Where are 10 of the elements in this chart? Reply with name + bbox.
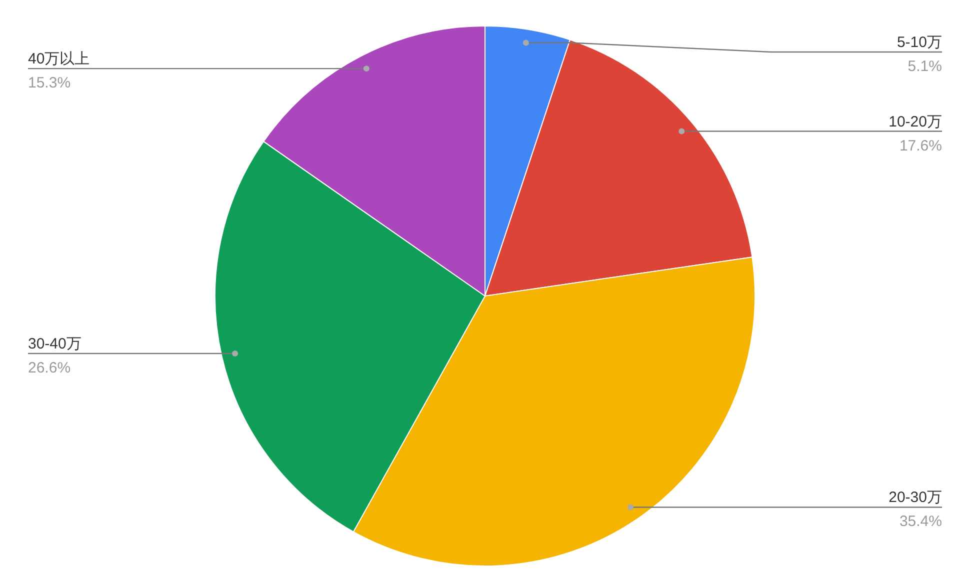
data-label: 35.4%: [899, 513, 942, 530]
slice-label: 10-20万: [888, 113, 942, 130]
data-label: 15.3%: [28, 74, 71, 92]
data-label: 26.6%: [28, 360, 71, 377]
data-label: 5.1%: [908, 58, 942, 75]
slice-label: 5-10万: [896, 34, 942, 51]
slice-label: 20-30万: [888, 489, 942, 506]
slice-label: 40万以上: [28, 50, 90, 68]
data-label: 17.6%: [899, 137, 942, 154]
slice-label: 30-40万: [28, 336, 82, 353]
